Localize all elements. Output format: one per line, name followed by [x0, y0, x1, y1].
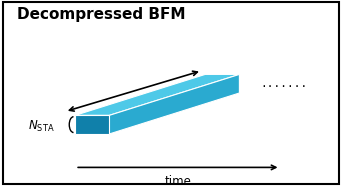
Polygon shape — [75, 115, 109, 134]
Polygon shape — [109, 74, 239, 134]
Polygon shape — [75, 74, 239, 115]
Text: Decompressed BFM: Decompressed BFM — [17, 7, 186, 23]
Text: .......: ....... — [260, 79, 307, 89]
Text: time: time — [165, 175, 191, 186]
Text: $N_{\mathrm{STA}}$: $N_{\mathrm{STA}}$ — [28, 119, 55, 134]
